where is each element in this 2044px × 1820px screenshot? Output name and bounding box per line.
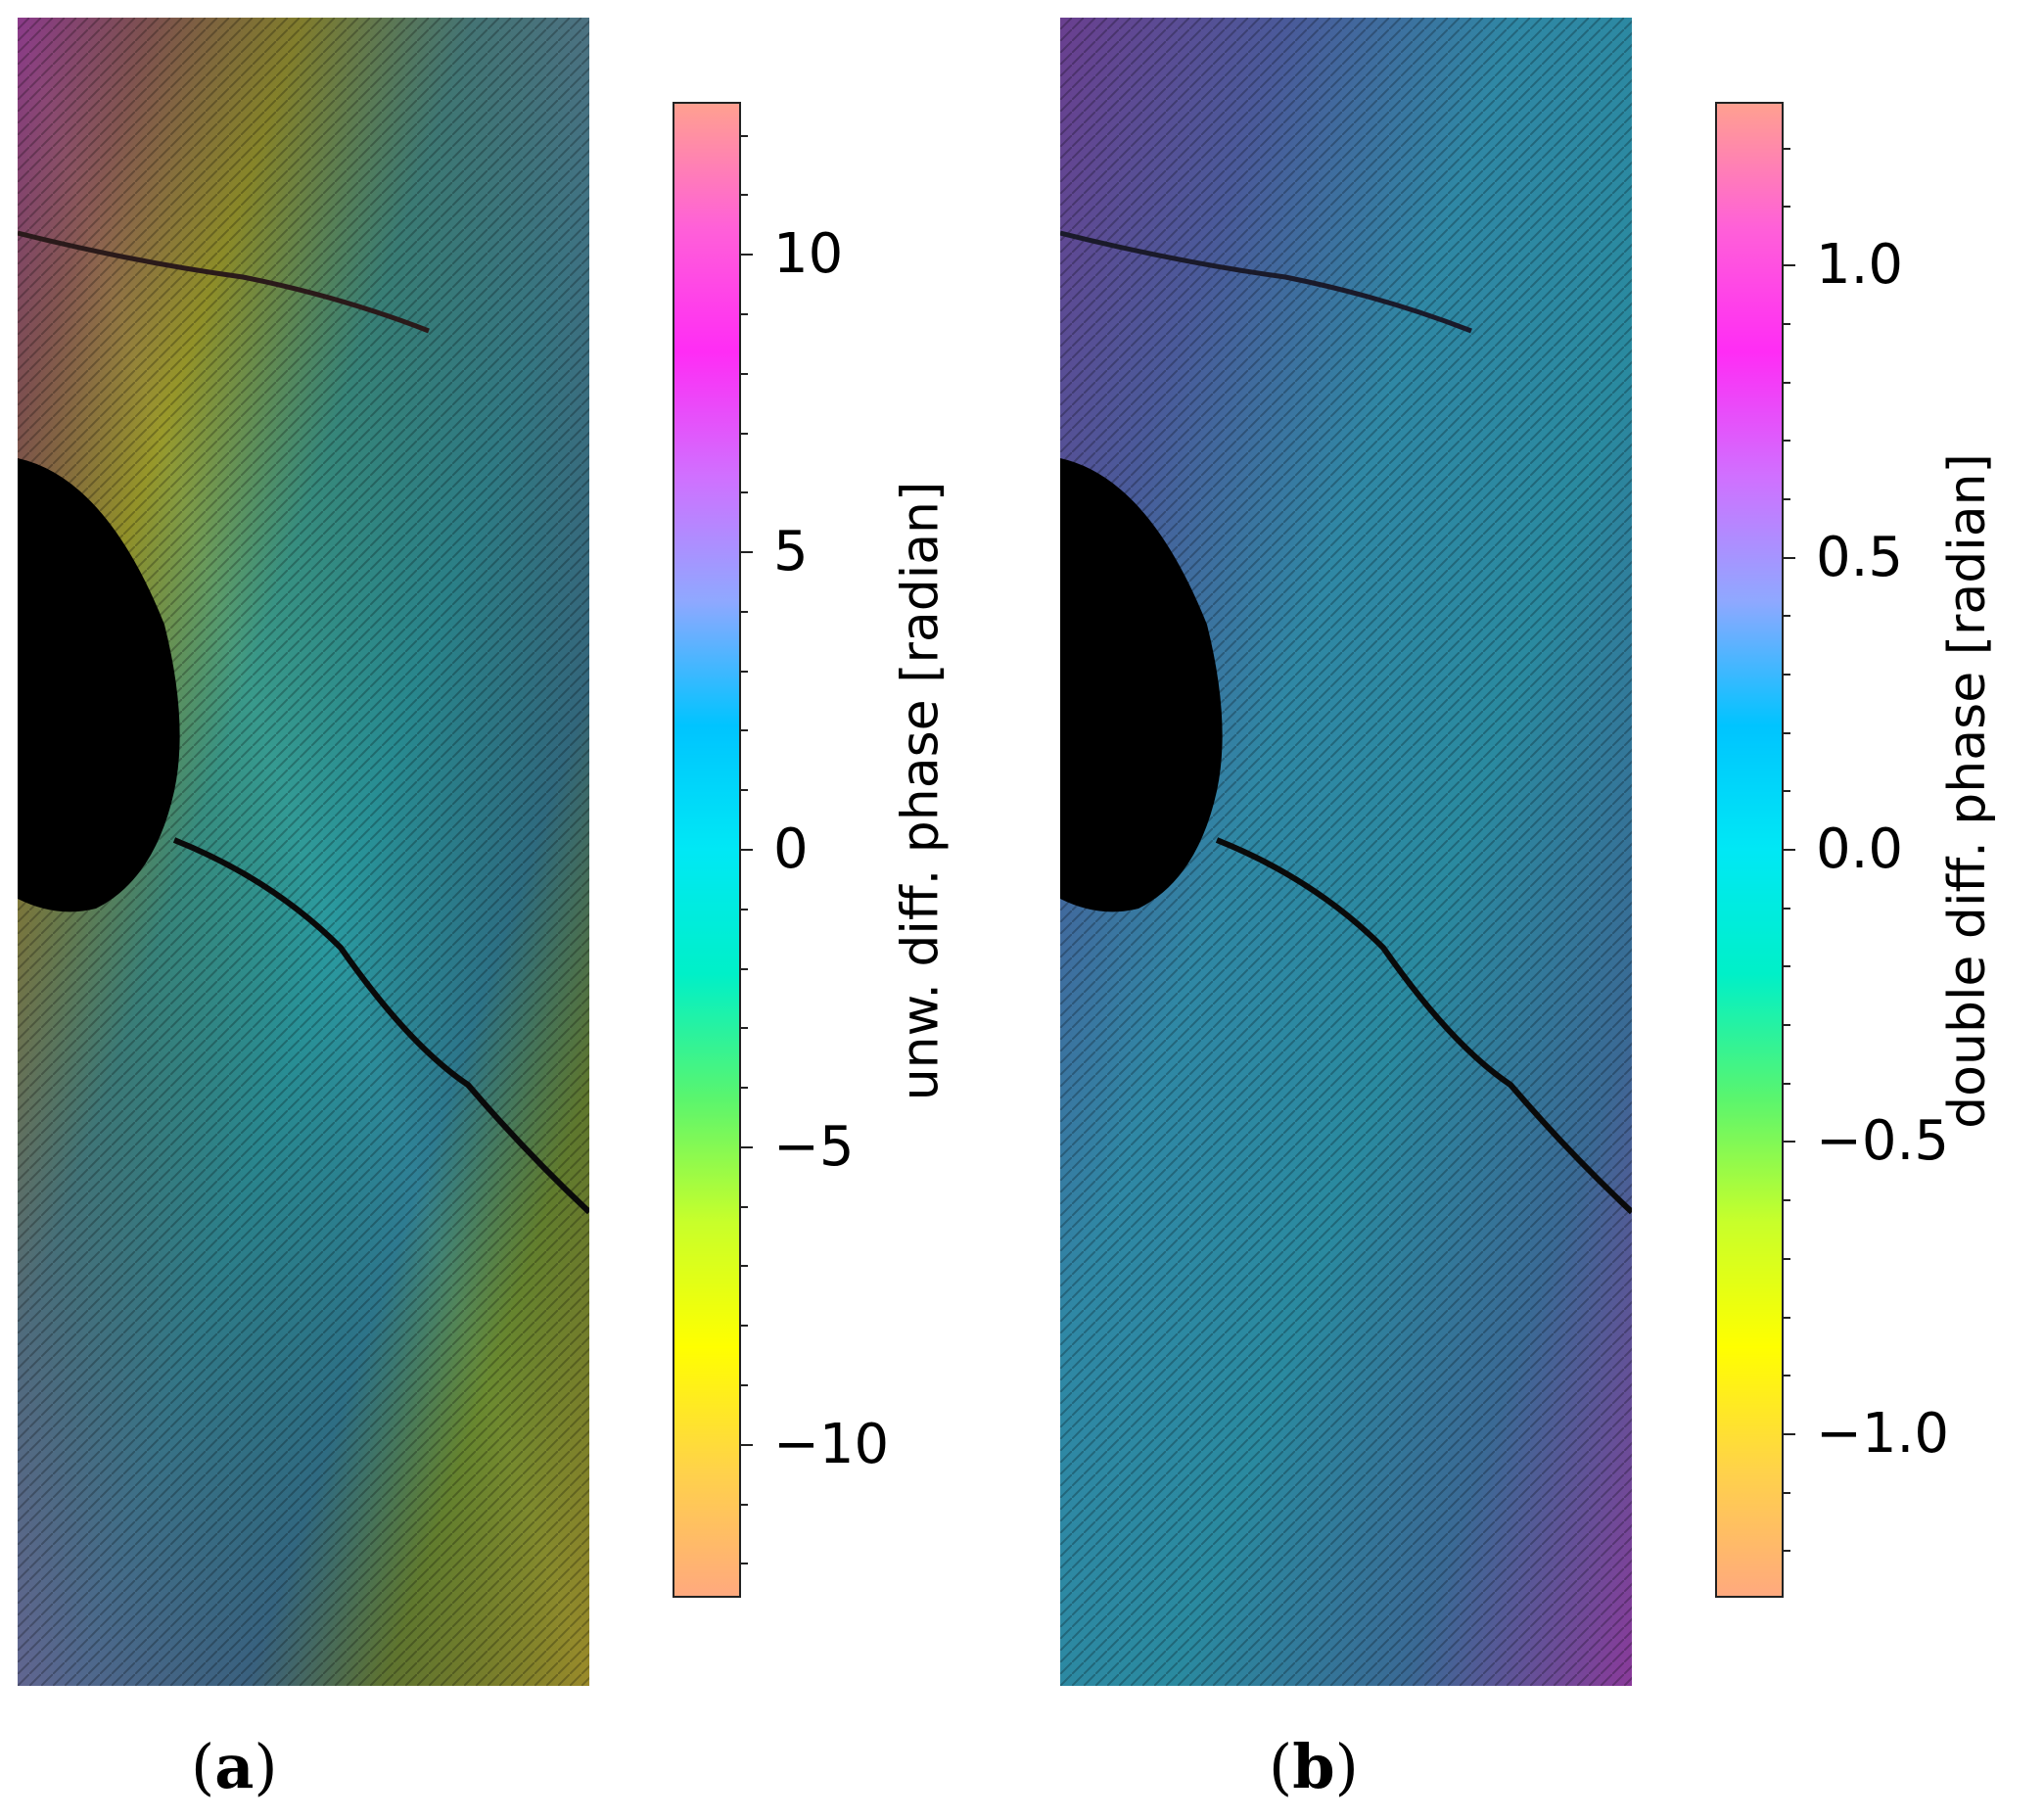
minor-tick [741, 432, 748, 435]
minor-tick [1784, 147, 1790, 150]
minor-tick [741, 729, 748, 732]
tick-label: 10 [773, 222, 844, 287]
major-tick [1784, 1432, 1795, 1435]
minor-tick [741, 1384, 748, 1387]
minor-tick [1784, 440, 1790, 443]
tick-label: −5 [773, 1114, 855, 1179]
tick-label: 0 [773, 817, 809, 881]
minor-tick [1784, 206, 1790, 209]
minor-tick [741, 491, 748, 494]
minor-tick [741, 1087, 748, 1090]
tick-label: 0.0 [1816, 817, 1904, 881]
minor-tick [1784, 1199, 1790, 1202]
minor-tick [741, 670, 748, 673]
tick-label: 0.5 [1816, 525, 1904, 589]
minor-tick [1784, 790, 1790, 793]
tick-label: 5 [773, 520, 809, 584]
colorbar-a-label: unw. diff. phase [radian] [890, 481, 950, 1101]
major-tick [741, 254, 753, 257]
minor-tick [741, 1027, 748, 1030]
minor-tick [741, 610, 748, 613]
minor-tick [741, 1503, 748, 1506]
minor-tick [741, 789, 748, 792]
minor-tick [741, 1265, 748, 1268]
minor-tick [741, 1325, 748, 1328]
colorbar-b-ticks [1784, 102, 1795, 1598]
minor-tick [1784, 1375, 1790, 1377]
colorbar-a [673, 102, 741, 1598]
major-tick [741, 1145, 753, 1148]
interferogram-image-a [18, 18, 589, 1686]
minor-tick [1784, 1316, 1790, 1319]
major-tick [1784, 1141, 1795, 1143]
minor-tick [741, 908, 748, 910]
tick-label: 1.0 [1816, 233, 1904, 298]
major-tick [741, 1443, 753, 1446]
minor-tick [741, 194, 748, 197]
minor-tick [1784, 731, 1790, 734]
minor-tick [1784, 497, 1790, 500]
minor-tick [1784, 1550, 1790, 1553]
panel-label-b: (b) [1269, 1731, 1359, 1802]
major-tick [1784, 849, 1795, 851]
minor-tick [741, 312, 748, 315]
tick-label: −1.0 [1816, 1401, 1949, 1466]
panel-label-a: (a) [191, 1731, 278, 1802]
minor-tick [1784, 615, 1790, 618]
minor-tick [1784, 907, 1790, 910]
major-tick [741, 849, 753, 851]
minor-tick [1784, 1491, 1790, 1494]
major-tick [1784, 556, 1795, 559]
tick-label: −0.5 [1816, 1109, 1949, 1174]
minor-tick [1784, 1082, 1790, 1085]
major-tick [1784, 264, 1795, 267]
minor-tick [741, 372, 748, 375]
minor-tick [741, 1205, 748, 1208]
colorbar-b-label: double diff. phase [radian] [1937, 453, 1997, 1129]
interferogram-image-b [1060, 18, 1632, 1686]
tick-label: −10 [773, 1412, 890, 1476]
colorbar-b [1715, 102, 1784, 1598]
major-tick [741, 551, 753, 554]
minor-tick [1784, 381, 1790, 384]
minor-tick [741, 1563, 748, 1565]
minor-tick [1784, 673, 1790, 676]
minor-tick [1784, 965, 1790, 968]
minor-tick [741, 134, 748, 137]
minor-tick [1784, 1024, 1790, 1027]
minor-tick [741, 967, 748, 970]
minor-tick [1784, 322, 1790, 325]
colorbar-a-ticks [741, 102, 753, 1598]
minor-tick [1784, 1257, 1790, 1260]
